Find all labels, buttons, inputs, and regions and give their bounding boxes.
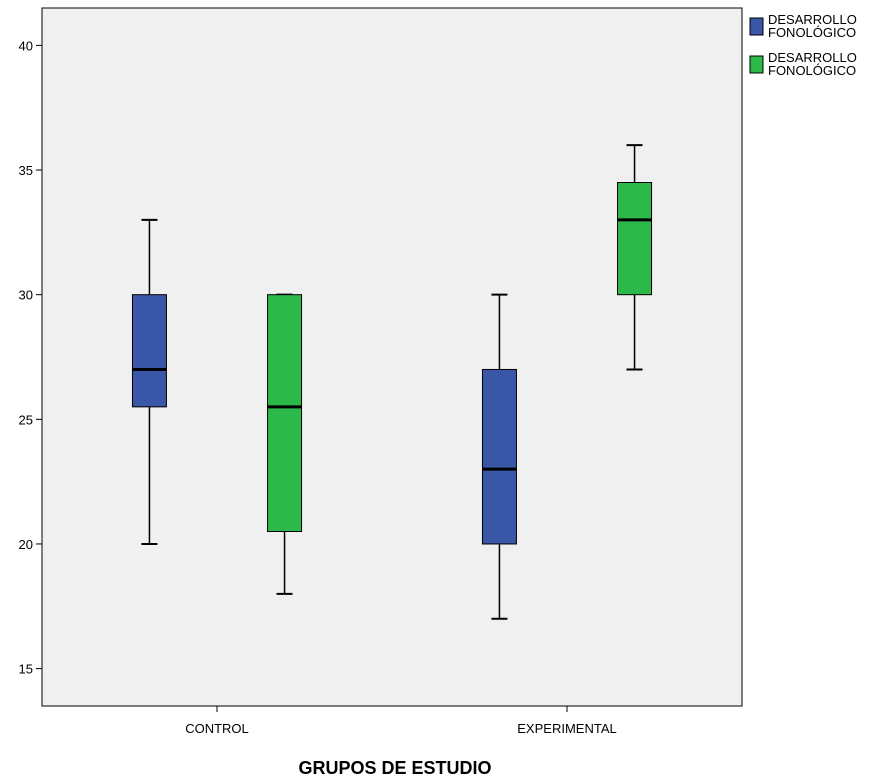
iqr-box: [267, 294, 303, 532]
legend-swatch: [749, 17, 764, 36]
iqr-box: [481, 368, 517, 545]
y-tick-label: 15: [19, 662, 33, 677]
legend-label-line2: FONOLÓGICO: [768, 25, 856, 40]
box-control-series-2: [267, 293, 303, 595]
legend-label-line2: FONOLÓGICO: [768, 63, 856, 78]
x-axis: CONTROL EXPERIMENTAL: [185, 706, 617, 736]
iqr-box: [617, 182, 653, 296]
x-axis-title: GRUPOS DE ESTUDIO: [298, 758, 491, 778]
y-tick-label: 30: [19, 288, 33, 303]
legend-label-line1: DESARROLLO: [768, 12, 857, 27]
legend-swatch: [749, 55, 764, 74]
box-experimental-series-1: [481, 293, 517, 620]
iqr-box: [131, 294, 167, 408]
y-tick-label: 25: [19, 412, 33, 427]
y-tick-label: 35: [19, 163, 33, 178]
legend-label-line1: DESARROLLO: [768, 50, 857, 65]
x-tick-label: CONTROL: [185, 721, 249, 736]
box-series-group: [131, 144, 653, 620]
y-tick-label: 40: [19, 38, 33, 53]
box-experimental-series-2: [617, 144, 653, 371]
x-tick-label: EXPERIMENTAL: [517, 721, 616, 736]
box-control-series-1: [131, 218, 167, 545]
y-axis: 15 20 25 30 35 40: [19, 38, 42, 677]
y-tick-label: 20: [19, 537, 33, 552]
